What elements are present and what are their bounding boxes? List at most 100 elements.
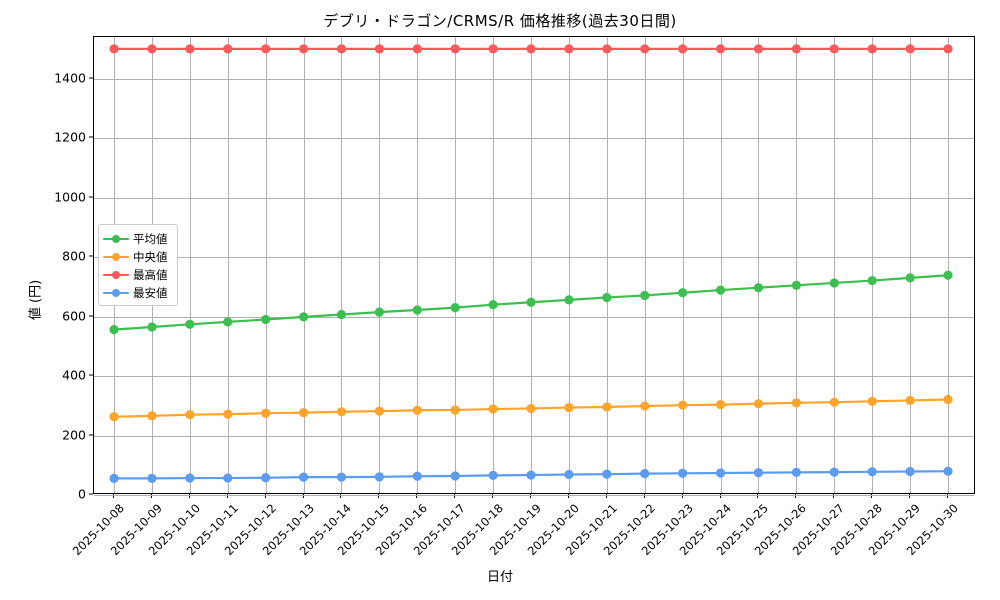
data-point — [678, 288, 688, 298]
y-axis-tick-mark — [89, 196, 93, 198]
gridline-vertical — [758, 37, 760, 493]
y-axis-tick-label: 200 — [62, 427, 86, 443]
x-axis-tick-mark — [530, 494, 531, 498]
data-point — [791, 398, 801, 408]
data-point — [943, 270, 953, 280]
legend-item-平均値[interactable]: 平均値 — [103, 230, 173, 248]
gridline-horizontal — [94, 495, 974, 496]
legend-item-最高値[interactable]: 最高値 — [103, 266, 173, 284]
data-point — [450, 405, 460, 415]
data-point — [185, 319, 195, 329]
gridline-vertical — [682, 37, 684, 493]
gridline-vertical — [644, 37, 646, 493]
gridline-horizontal — [94, 197, 974, 199]
gridline-horizontal — [94, 316, 974, 318]
data-point — [109, 473, 119, 483]
legend-item-中央値[interactable]: 中央値 — [103, 248, 173, 266]
data-point — [450, 44, 460, 54]
data-point — [564, 469, 574, 480]
series-中央値 — [109, 394, 953, 422]
data-point — [564, 402, 574, 413]
gridline-vertical — [568, 37, 570, 493]
data-point — [640, 401, 650, 411]
gridline-vertical — [910, 37, 912, 493]
chart-legend: 平均値中央値最高値最安値 — [98, 224, 178, 306]
legend-item-最安値[interactable]: 最安値 — [103, 284, 173, 302]
data-point — [829, 278, 839, 288]
x-axis-tick-mark — [909, 494, 911, 498]
y-axis-tick-mark — [89, 493, 93, 495]
x-axis-tick-mark — [643, 494, 645, 498]
legend-label: 最安値 — [133, 286, 168, 300]
legend-label: 最高値 — [133, 268, 168, 282]
gridline-vertical — [341, 37, 343, 493]
y-axis-tick-label: 600 — [62, 308, 86, 324]
gridline-vertical — [303, 37, 305, 493]
series-最安値 — [109, 466, 953, 483]
x-axis-tick-mark — [947, 494, 948, 498]
data-point — [564, 295, 574, 305]
data-point — [298, 408, 309, 418]
gridline-vertical — [227, 37, 229, 493]
gridline-vertical — [606, 37, 608, 493]
gridline-vertical — [417, 37, 419, 493]
data-point — [526, 403, 536, 414]
data-point — [678, 44, 688, 54]
y-axis-label: 値 (円) — [28, 279, 44, 321]
gridline-vertical — [948, 37, 949, 493]
x-axis-tick-mark — [795, 494, 797, 498]
x-axis-tick-mark — [188, 494, 190, 498]
plot-area — [93, 36, 975, 496]
data-point — [943, 44, 953, 54]
legend-label: 中央値 — [133, 250, 168, 264]
data-point — [905, 44, 915, 54]
gridline-horizontal — [94, 435, 974, 437]
data-point — [715, 285, 726, 295]
data-point — [791, 44, 801, 54]
data-point — [374, 472, 384, 482]
gridline-horizontal — [94, 257, 974, 259]
data-point — [298, 312, 309, 322]
legend-swatch-icon — [103, 251, 129, 263]
data-point — [147, 473, 157, 483]
data-point — [109, 44, 119, 54]
y-axis-tick-mark — [89, 77, 93, 79]
data-point — [147, 411, 157, 421]
data-point — [715, 44, 726, 54]
data-point — [261, 44, 271, 54]
data-point — [829, 467, 839, 477]
data-point — [867, 275, 877, 286]
y-axis-tick-label: 800 — [62, 248, 86, 264]
chart-title: デブリ・ドラゴン/CRMS/R 価格推移(過去30日間) — [323, 12, 677, 30]
data-point — [185, 44, 195, 54]
data-point — [791, 467, 801, 477]
data-point — [412, 305, 422, 315]
data-point — [412, 405, 422, 415]
data-point — [185, 473, 195, 483]
data-point — [753, 44, 764, 54]
x-axis-tick-mark — [681, 494, 683, 498]
data-point — [753, 468, 764, 478]
gridline-vertical — [720, 37, 722, 493]
x-axis-tick-mark — [150, 494, 152, 498]
data-point — [867, 467, 877, 477]
data-point — [602, 292, 612, 303]
data-point — [602, 402, 612, 412]
gridline-vertical — [531, 37, 532, 493]
data-point — [526, 470, 536, 480]
x-axis-tick-mark — [416, 494, 418, 498]
data-point — [185, 410, 195, 420]
data-point — [602, 44, 612, 54]
data-point — [526, 297, 536, 307]
data-point — [488, 44, 498, 54]
x-axis-tick-mark — [340, 494, 342, 498]
x-axis-tick-mark — [226, 494, 228, 498]
data-point — [298, 472, 309, 482]
series-平均値 — [109, 270, 953, 335]
x-axis-label: 日付 — [486, 570, 513, 585]
x-axis-tick-mark — [264, 494, 266, 498]
x-axis-tick-mark — [757, 494, 759, 498]
data-point — [412, 44, 422, 54]
data-point — [412, 471, 422, 481]
